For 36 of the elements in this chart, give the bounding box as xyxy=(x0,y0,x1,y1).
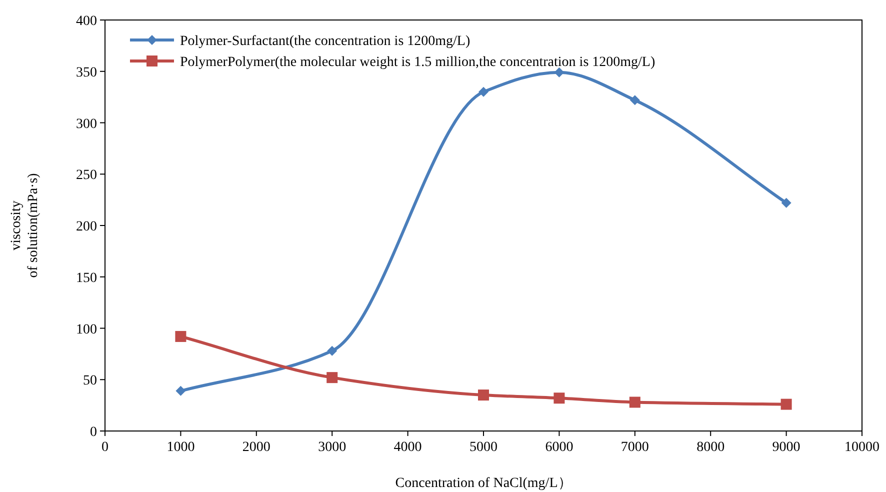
x-tick-label: 9000 xyxy=(772,440,800,455)
legend-item: PolymerPolymer(the molecular weight is 1.5 million,the concentration is 1200mg/L) xyxy=(130,55,656,70)
y-tick-label: 350 xyxy=(76,65,97,80)
x-tick-label: 4000 xyxy=(394,440,422,455)
point xyxy=(176,386,186,396)
x-tick-label: 6000 xyxy=(545,440,574,455)
y-tick-label: 250 xyxy=(76,168,97,184)
x-tick-label: 0 xyxy=(102,440,108,455)
point xyxy=(554,392,565,404)
x-tick-label: 3000 xyxy=(318,440,346,455)
x-tick-label: 1000 xyxy=(166,440,195,455)
point xyxy=(326,372,338,384)
y-tick-label: 200 xyxy=(76,220,97,234)
x-tick-label: 2000 xyxy=(242,440,270,455)
y-tick-label: 50 xyxy=(83,374,97,389)
point xyxy=(554,67,564,78)
legend-item: Polymer-Surfactant(the concentration is 1200mg/L) xyxy=(130,34,470,49)
point xyxy=(478,390,489,401)
x-axis-title: Concentration of NaCl(mg/L） xyxy=(395,476,572,491)
y-axis-title: viscosity of solution(mPa·s) xyxy=(9,172,41,278)
x-tick-label: 10000 xyxy=(844,440,880,455)
y-tick-label: 300 xyxy=(76,116,97,132)
point xyxy=(478,86,488,97)
y-tick-label: 400 xyxy=(76,14,97,29)
point xyxy=(780,398,792,410)
point xyxy=(630,95,640,106)
x-tick-label: 8000 xyxy=(696,440,725,455)
point xyxy=(327,346,338,356)
point xyxy=(629,396,640,408)
x-tick-label: 5000 xyxy=(470,440,498,455)
y-tick-label: 150 xyxy=(76,270,97,286)
y-tick-label: 100 xyxy=(76,322,97,338)
point xyxy=(781,198,792,208)
y-tick-label: 0 xyxy=(90,425,97,440)
x-tick-label: 7000 xyxy=(620,440,649,455)
point xyxy=(175,330,186,342)
